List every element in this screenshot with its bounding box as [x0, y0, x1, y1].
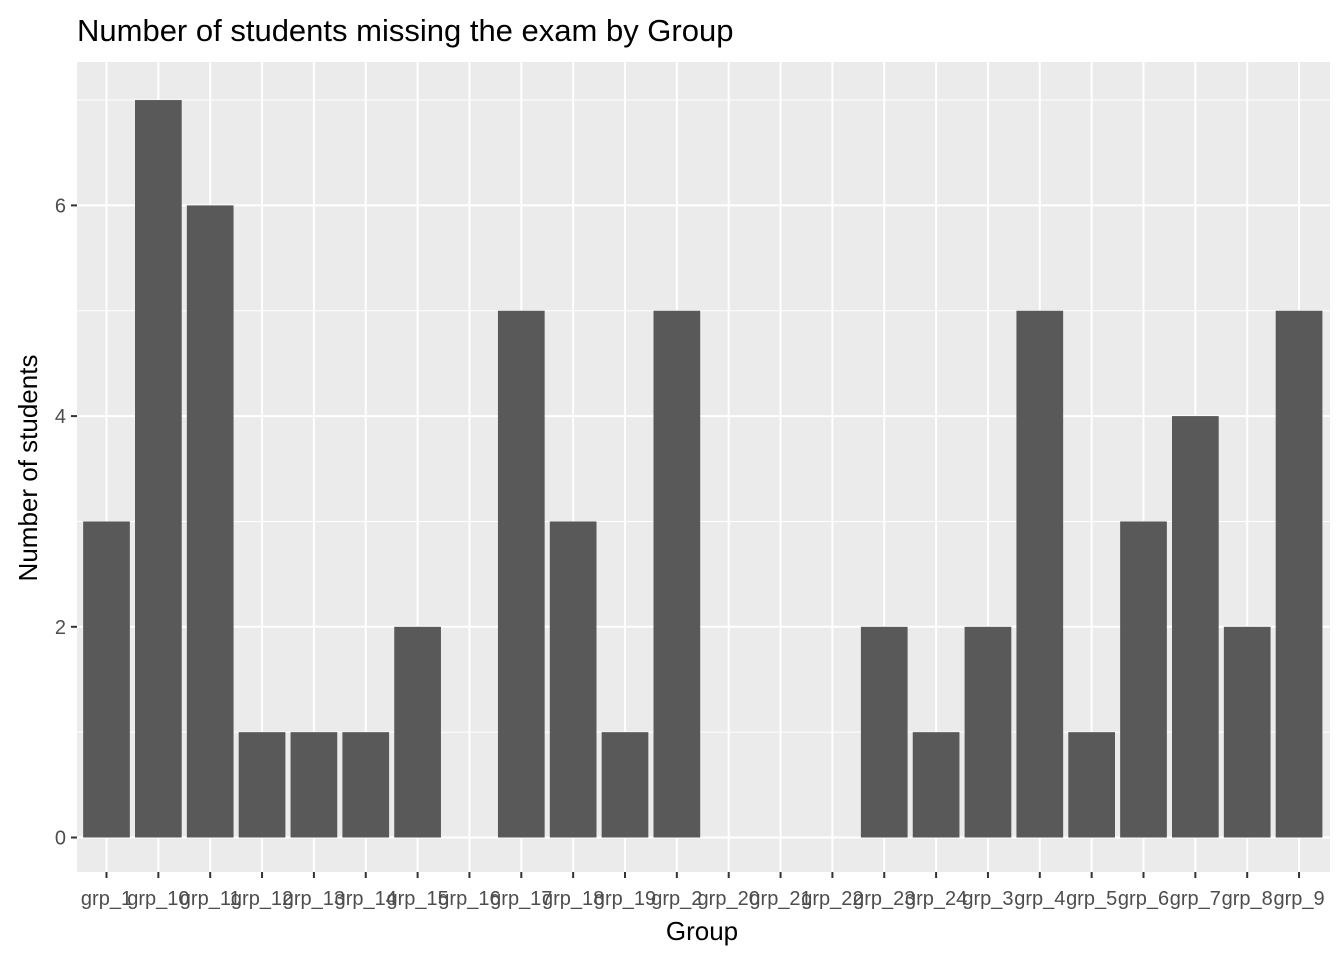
x-tick-label: grp_22 — [801, 888, 863, 910]
x-tick-label: grp_20 — [698, 888, 760, 910]
x-tick-label: grp_10 — [127, 888, 189, 910]
x-tick-label: grp_5 — [1066, 888, 1117, 910]
bar-grp_19 — [601, 732, 649, 838]
bar-grp_18 — [549, 521, 597, 838]
y-tick-label: 0 — [55, 828, 66, 850]
bar-grp_6 — [1120, 521, 1167, 838]
x-tick-label: grp_8 — [1222, 888, 1273, 910]
x-axis-title: Group — [666, 916, 738, 946]
x-tick-label: grp_24 — [905, 888, 967, 910]
bar-grp_23 — [860, 626, 908, 838]
x-tick-label: grp_23 — [853, 888, 915, 910]
bar-grp_1 — [83, 521, 130, 838]
bar-grp_17 — [497, 310, 545, 838]
y-tick-label: 6 — [55, 195, 66, 217]
x-tick-label: grp_3 — [962, 888, 1013, 910]
bar-grp_12 — [238, 732, 286, 838]
bar-grp_9 — [1275, 310, 1323, 838]
bar-grp_4 — [1016, 310, 1064, 838]
bar-grp_15 — [394, 626, 441, 838]
x-tick-label: grp_13 — [283, 888, 345, 910]
x-tick-label: grp_11 — [180, 888, 241, 910]
x-tick-label: grp_7 — [1170, 888, 1221, 910]
y-axis-title: Number of students — [13, 355, 43, 582]
x-tick-label: grp_2 — [651, 888, 702, 910]
bar-grp_14 — [342, 732, 390, 838]
x-tick-label: grp_4 — [1014, 888, 1065, 910]
bar-grp_24 — [912, 732, 960, 838]
x-tick-label: grp_19 — [594, 888, 656, 910]
bar-grp_10 — [135, 100, 182, 838]
bar-grp_8 — [1223, 626, 1271, 838]
x-axis: grp_1grp_10grp_11grp_12grp_13grp_14grp_1… — [81, 872, 1325, 910]
x-tick-label: grp_1 — [81, 888, 132, 910]
x-tick-label: grp_9 — [1273, 888, 1324, 910]
chart-title: Number of students missing the exam by G… — [77, 13, 733, 48]
bar-grp_13 — [290, 732, 338, 838]
x-tick-label: grp_15 — [386, 888, 448, 910]
bars — [83, 100, 1323, 838]
x-tick-label: grp_6 — [1118, 888, 1169, 910]
x-tick-label: grp_18 — [542, 888, 604, 910]
bar-grp_5 — [1068, 732, 1115, 838]
x-tick-label: grp_21 — [749, 888, 811, 910]
x-tick-label: grp_17 — [490, 888, 552, 910]
y-tick-label: 2 — [55, 617, 66, 639]
bar-grp_11 — [186, 205, 234, 838]
bar-grp_3 — [964, 626, 1012, 838]
y-axis: 0 2 4 6 — [55, 195, 77, 850]
bar-grp_7 — [1172, 416, 1219, 838]
bar-grp_2 — [653, 310, 701, 838]
x-tick-label: grp_16 — [438, 888, 500, 910]
y-tick-label: 4 — [55, 406, 66, 428]
x-tick-label: grp_14 — [335, 888, 397, 910]
x-tick-label: grp_12 — [231, 888, 293, 910]
